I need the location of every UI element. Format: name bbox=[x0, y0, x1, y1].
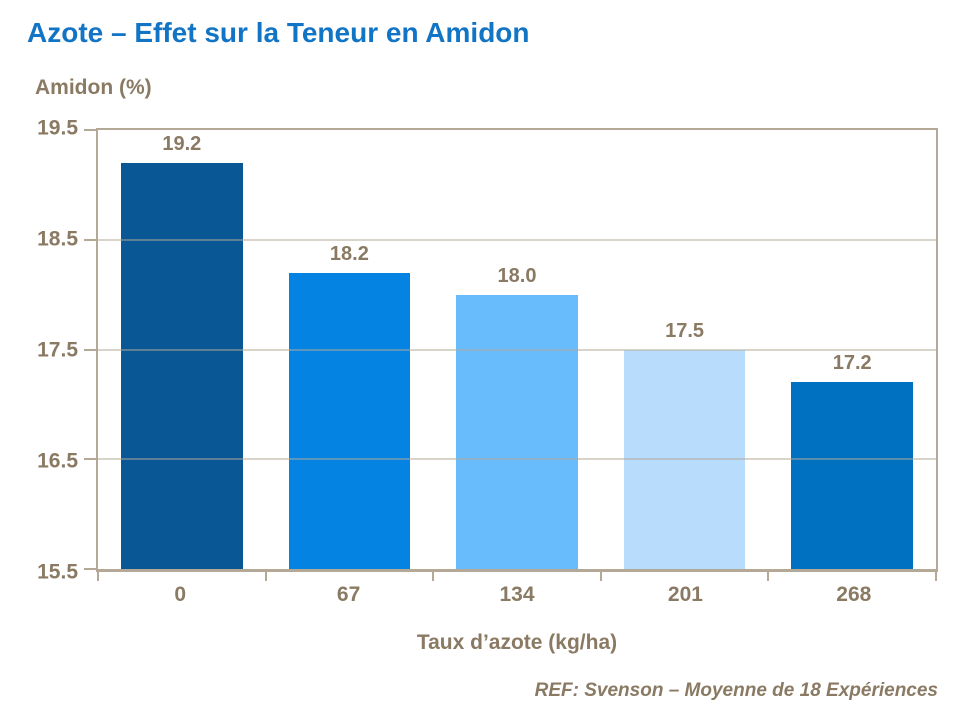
x-tick-mark bbox=[97, 572, 99, 581]
chart-title: Azote – Effet sur la Teneur en Amidon bbox=[27, 17, 530, 48]
y-tick-mark bbox=[84, 129, 98, 131]
bar-value-label: 18.2 bbox=[329, 242, 369, 265]
x-tick-label: 67 bbox=[336, 583, 361, 606]
y-tick-mark bbox=[84, 238, 98, 241]
bar-value-label: 17.5 bbox=[665, 319, 705, 342]
y-tick-mark bbox=[84, 458, 98, 461]
x-axis-title: Taux d’azote (kg/ha) bbox=[416, 631, 618, 654]
x-tick-label: 0 bbox=[174, 583, 187, 606]
gridline bbox=[98, 349, 936, 350]
bar bbox=[456, 294, 578, 569]
x-tick-mark bbox=[432, 572, 435, 581]
x-axis-labels: 0 67 134 201 268 bbox=[96, 583, 938, 607]
y-tick-label: 17.5 bbox=[37, 338, 78, 362]
bar-slot: 17.2 bbox=[768, 130, 936, 569]
y-axis: 19.5 18.5 17.5 16.5 15.5 bbox=[14, 118, 78, 583]
gridline bbox=[98, 458, 936, 460]
x-tick-label: 201 bbox=[667, 583, 703, 606]
bar-value-label: 18.0 bbox=[497, 264, 537, 287]
y-axis-title: Amidon (%) bbox=[35, 76, 152, 99]
y-tick-mark bbox=[84, 348, 98, 351]
gridline bbox=[98, 239, 936, 241]
x-tick-mark bbox=[264, 572, 267, 581]
y-tick-label: 18.5 bbox=[37, 227, 78, 251]
bar bbox=[121, 162, 243, 569]
x-tick-mark bbox=[599, 572, 602, 581]
reference-footer: REF: Svenson – Moyenne de 18 Expériences bbox=[534, 680, 938, 701]
y-tick-mark bbox=[84, 568, 98, 570]
y-tick-label: 19.5 bbox=[37, 116, 78, 140]
x-tick-label: 268 bbox=[836, 583, 872, 606]
plot-area: 19.2 18.2 18.0 17.5 17.2 bbox=[84, 128, 938, 581]
bar bbox=[791, 382, 913, 569]
bar-slot: 19.2 bbox=[98, 130, 266, 569]
y-tick-label: 16.5 bbox=[37, 449, 78, 473]
bar-value-label: 19.2 bbox=[162, 132, 202, 155]
x-tick-mark bbox=[935, 572, 937, 581]
bar-value-label: 17.2 bbox=[832, 352, 872, 375]
y-tick-label: 15.5 bbox=[37, 560, 78, 584]
bar-slot: 18.0 bbox=[433, 130, 601, 569]
bar bbox=[288, 272, 411, 569]
x-tick-mark bbox=[767, 572, 770, 581]
bars-layer: 19.2 18.2 18.0 17.5 17.2 bbox=[98, 130, 936, 569]
bar-slot: 18.2 bbox=[266, 130, 434, 569]
x-tick-label: 134 bbox=[499, 583, 535, 606]
